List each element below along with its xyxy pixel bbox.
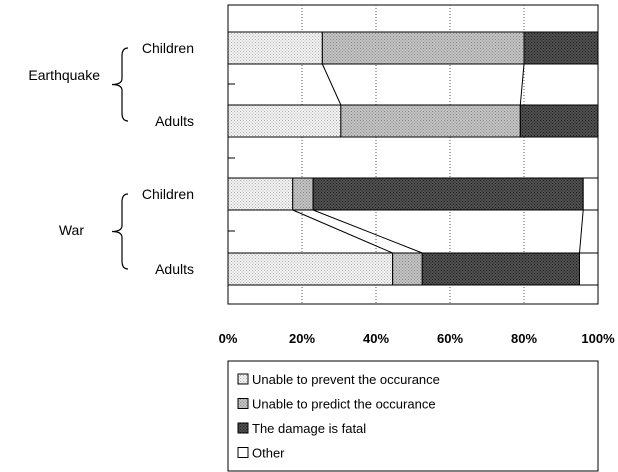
x-tick-label: 40% bbox=[363, 331, 389, 346]
x-tick-label: 100% bbox=[581, 331, 615, 346]
bar-segment bbox=[227, 104, 342, 138]
series-connector-line bbox=[292, 209, 393, 254]
bar-segment bbox=[519, 104, 599, 138]
legend-entry: The damage is fatal bbox=[252, 421, 366, 436]
group-brace bbox=[111, 47, 129, 122]
group-brace bbox=[111, 193, 129, 270]
series-connector-line bbox=[312, 209, 423, 254]
legend-entry: Unable to prevent the occurance bbox=[252, 372, 440, 387]
legend-swatch bbox=[237, 373, 249, 385]
bar-segment bbox=[523, 31, 599, 65]
series-connector-line bbox=[519, 63, 525, 106]
series-connectors bbox=[292, 63, 584, 254]
legend-entry: Other bbox=[252, 446, 285, 461]
x-tick-label: 0% bbox=[219, 331, 238, 346]
legend: Unable to prevent the occurance Unable to… bbox=[227, 360, 599, 472]
row-label: Children bbox=[142, 186, 194, 202]
legend-entry: Unable to predict the occurance bbox=[252, 397, 436, 412]
row-label: Children bbox=[142, 40, 194, 56]
bar-segment bbox=[579, 252, 599, 286]
legend-swatch bbox=[237, 447, 249, 458]
row-label: Adults bbox=[155, 113, 194, 129]
row-label: Adults bbox=[155, 261, 194, 277]
legend-swatch bbox=[237, 398, 249, 409]
x-tick-label: 60% bbox=[437, 331, 463, 346]
legend-swatch bbox=[237, 422, 249, 434]
bar-segment bbox=[582, 177, 599, 211]
group-label: Earthquake bbox=[28, 67, 100, 83]
x-tick-label: 80% bbox=[511, 331, 537, 346]
bar-segment bbox=[340, 104, 521, 138]
x-tick-label: 20% bbox=[289, 331, 315, 346]
bar-segment bbox=[392, 252, 423, 286]
row-labels: Children Adults Children Adults bbox=[142, 40, 194, 277]
x-axis-tick-labels: 0% 20% 40% 60% 80% 100% bbox=[219, 331, 615, 346]
bar-segment bbox=[312, 177, 584, 211]
bar-segment bbox=[227, 31, 323, 65]
legend-box bbox=[227, 360, 599, 472]
group-label: War bbox=[59, 222, 84, 238]
series-connector-line bbox=[321, 63, 342, 106]
bars bbox=[227, 31, 599, 286]
bar-segment bbox=[292, 177, 314, 211]
bar-segment bbox=[227, 177, 294, 211]
bar-segment bbox=[321, 31, 525, 65]
bar-segment bbox=[421, 252, 580, 286]
bar-segment bbox=[227, 252, 394, 286]
group-labels: Earthquake War bbox=[28, 47, 129, 270]
series-connector-line bbox=[579, 209, 584, 254]
